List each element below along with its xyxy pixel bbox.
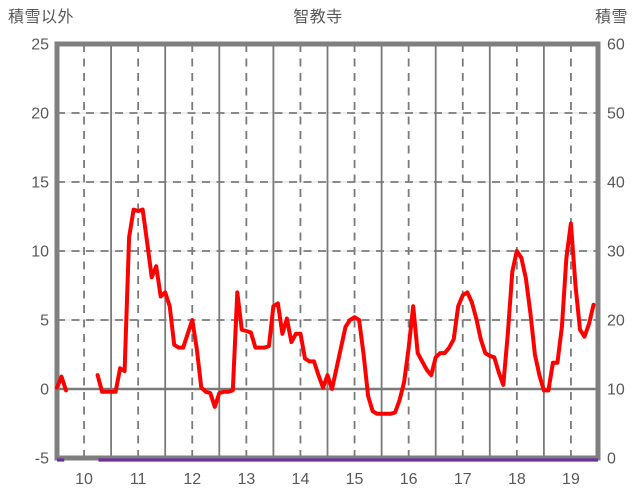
y-left-tick-label: 15 (31, 175, 49, 192)
x-tick-label: 14 (292, 471, 310, 488)
y-left-tick-label: 0 (40, 382, 49, 399)
y-right-tick-label: 50 (607, 106, 625, 123)
x-tick-label: 13 (237, 471, 255, 488)
plot-border (54, 41, 601, 461)
y-right-tick-label: 40 (607, 175, 625, 192)
right-axis-title: 積雪 (594, 9, 628, 26)
temperature-series-line (55, 374, 68, 393)
x-tick-label: 11 (130, 471, 147, 488)
x-tick-label: 16 (400, 471, 418, 488)
x-tick-label: 12 (183, 471, 201, 488)
x-tick-label: 18 (508, 471, 526, 488)
chart-title: 智教寺 (293, 9, 343, 26)
y-right-tick-label: 30 (607, 244, 625, 261)
y-left-tick-label: 20 (31, 106, 49, 123)
x-tick-label: 19 (562, 471, 580, 488)
y-left-tick-label: 5 (40, 313, 49, 330)
y-left-tick-label: 10 (31, 244, 49, 261)
y-right-tick-label: 20 (607, 313, 625, 330)
y-right-tick-label: 10 (607, 382, 625, 399)
y-left-tick-label: -5 (35, 451, 49, 468)
y-left-tick-label: 25 (31, 37, 49, 54)
y-right-tick-label: 60 (607, 37, 625, 54)
x-tick-label: 17 (454, 471, 472, 488)
x-tick-label: 15 (346, 471, 364, 488)
x-tick-label: 10 (75, 471, 93, 488)
y-right-tick-label: 0 (607, 451, 616, 468)
temperature-series-line (95, 207, 596, 416)
left-axis-title: 積雪以外 (8, 9, 75, 26)
